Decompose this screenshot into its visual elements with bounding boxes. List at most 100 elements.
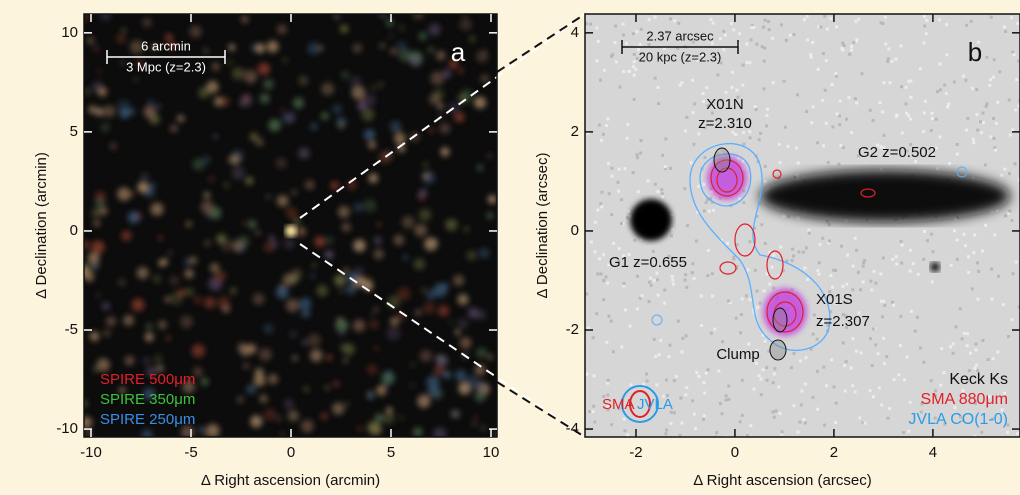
pixel (669, 17, 673, 21)
source (398, 415, 404, 420)
scale-bar-label: 20 kpc (z=2.3) (639, 49, 722, 64)
source (84, 416, 93, 429)
source (413, 258, 426, 270)
pixel (706, 104, 710, 108)
pixel (854, 39, 858, 43)
zoom-line (496, 13, 586, 73)
source (486, 212, 494, 220)
source (148, 99, 154, 105)
pixel (781, 269, 785, 273)
pixel (842, 300, 846, 304)
pixel (606, 405, 610, 409)
pixel (851, 288, 855, 292)
pixel (754, 361, 758, 365)
pixel (884, 42, 888, 46)
pixel (1002, 25, 1006, 29)
pixel (868, 108, 872, 112)
pixel (696, 210, 700, 214)
pixel (741, 83, 745, 87)
pixel (1007, 335, 1011, 339)
source (227, 156, 234, 163)
annotation: SMA (602, 396, 635, 413)
pixel (765, 113, 769, 117)
pixel (720, 412, 724, 416)
pixel (602, 253, 606, 257)
source (344, 401, 350, 407)
source (335, 318, 349, 332)
source (155, 103, 161, 110)
pixel (870, 288, 874, 292)
sma-contour (710, 159, 744, 197)
sma-contour (716, 167, 738, 193)
pixel (734, 133, 738, 137)
source (426, 375, 440, 389)
source (263, 408, 277, 421)
pixel (648, 280, 652, 284)
source (88, 105, 97, 114)
pixel (929, 128, 933, 132)
pixel (732, 28, 736, 32)
pixel (753, 268, 757, 272)
source (208, 176, 215, 183)
pixel (585, 372, 589, 376)
pixel (943, 422, 947, 426)
pixel (620, 198, 624, 202)
pixel (919, 410, 923, 414)
source (337, 205, 350, 218)
source (254, 43, 266, 54)
pixel (755, 42, 759, 46)
source (369, 319, 380, 330)
pixel (877, 386, 881, 390)
pixel (916, 272, 920, 276)
pixel (871, 327, 875, 331)
source (250, 415, 263, 428)
pixel (656, 293, 660, 297)
source (293, 97, 305, 109)
source (282, 57, 288, 63)
pixel (988, 395, 992, 399)
pixel (899, 239, 903, 243)
pixel (880, 110, 884, 114)
pixel (976, 128, 980, 132)
pixel (613, 41, 617, 45)
source (332, 402, 345, 415)
pixel (604, 275, 608, 279)
pixel (970, 86, 974, 90)
pixel (909, 117, 913, 121)
y-tick-label: -4 (566, 420, 579, 437)
pixel (689, 161, 693, 165)
pixel (748, 240, 752, 244)
pixel (796, 173, 800, 177)
source (466, 250, 477, 261)
source (276, 195, 289, 207)
pixel (907, 114, 911, 118)
pixel (593, 420, 597, 424)
pixel (674, 374, 678, 378)
pixel (789, 366, 793, 370)
pixel (712, 208, 716, 212)
pixel (636, 156, 640, 160)
source (332, 104, 343, 115)
pixel (811, 40, 815, 44)
pixel (719, 98, 723, 102)
source (478, 247, 490, 259)
galaxy-g1 (630, 199, 672, 241)
source (283, 238, 295, 250)
source (390, 47, 397, 55)
pixel (710, 111, 714, 115)
pixel (985, 55, 989, 59)
source (440, 147, 450, 157)
source (95, 292, 101, 298)
pixel (972, 251, 976, 255)
pixel (967, 271, 971, 275)
source (399, 25, 405, 31)
pixel (623, 167, 627, 171)
pixel (702, 380, 706, 384)
pixel (939, 383, 943, 387)
source (376, 385, 387, 396)
pixel (825, 220, 829, 224)
pixel (765, 272, 769, 276)
source (340, 24, 349, 33)
pixel (890, 59, 894, 63)
